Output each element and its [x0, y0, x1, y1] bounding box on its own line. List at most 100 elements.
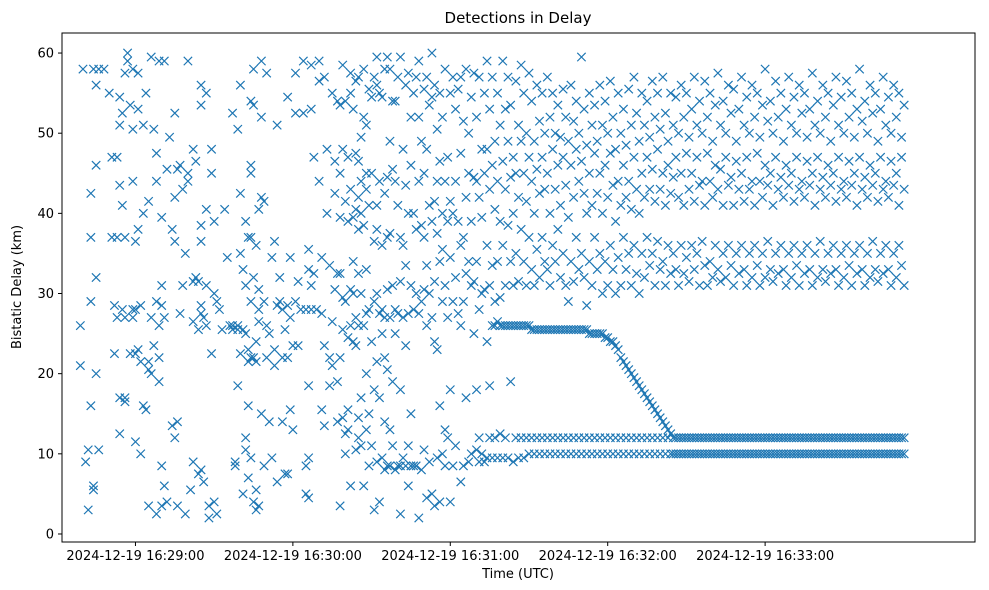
- data-point: [831, 264, 841, 275]
- data-point: [744, 128, 754, 138]
- data-point: [280, 324, 290, 335]
- data-point: [251, 505, 261, 515]
- data-point: [159, 481, 169, 491]
- data-point: [272, 120, 282, 130]
- data-point: [372, 80, 382, 90]
- data-point: [658, 168, 668, 178]
- data-point: [422, 493, 432, 503]
- data-point: [624, 176, 634, 186]
- data-point: [314, 76, 324, 86]
- data-point: [330, 188, 340, 198]
- data-point: [687, 104, 697, 114]
- data-point: [873, 196, 883, 206]
- data-point: [345, 88, 356, 98]
- data-point: [608, 180, 618, 190]
- data-point: [411, 288, 421, 299]
- data-point: [416, 296, 427, 307]
- data-point: [435, 401, 445, 411]
- data-point: [398, 312, 408, 323]
- data-point: [519, 256, 529, 267]
- data-point: [201, 88, 211, 98]
- data-point: [199, 477, 209, 487]
- data-point: [440, 280, 450, 291]
- data-point: [306, 280, 316, 291]
- data-point: [115, 429, 125, 439]
- data-point: [702, 148, 713, 158]
- y-tick-label: 40: [37, 207, 54, 222]
- data-point: [524, 232, 534, 243]
- data-point: [891, 272, 901, 283]
- data-point: [235, 349, 246, 359]
- data-point: [303, 381, 314, 391]
- data-point: [424, 200, 434, 210]
- data-point: [896, 260, 907, 271]
- data-point: [167, 224, 177, 235]
- data-point: [608, 112, 618, 122]
- data-point: [597, 120, 608, 130]
- data-point: [340, 296, 350, 307]
- data-point: [243, 401, 253, 411]
- data-point: [886, 128, 896, 138]
- data-point: [870, 168, 880, 178]
- data-point: [254, 304, 264, 315]
- data-point: [760, 160, 770, 170]
- data-point: [319, 72, 329, 82]
- data-point: [345, 68, 356, 78]
- data-point: [595, 328, 605, 339]
- data-point: [757, 192, 768, 202]
- data-point: [269, 361, 280, 371]
- data-point: [547, 144, 558, 154]
- data-point: [450, 104, 461, 114]
- data-point: [692, 120, 702, 130]
- data-point: [757, 248, 768, 259]
- data-point: [689, 264, 699, 275]
- data-point: [277, 304, 288, 315]
- data-point: [401, 80, 411, 90]
- data-point: [464, 168, 474, 178]
- data-point: [385, 425, 395, 435]
- y-tick-label: 0: [46, 527, 54, 542]
- data-point: [201, 280, 211, 291]
- data-point: [403, 68, 413, 78]
- data-point: [642, 232, 652, 243]
- data-point: [443, 216, 453, 226]
- data-point: [689, 196, 699, 206]
- data-point: [529, 280, 539, 291]
- data-point: [485, 280, 495, 291]
- data-point: [773, 112, 783, 122]
- data-point: [159, 312, 169, 323]
- data-point: [749, 240, 760, 251]
- data-point: [860, 172, 870, 182]
- data-point: [332, 377, 343, 387]
- data-point: [791, 260, 802, 271]
- data-point: [870, 88, 880, 98]
- data-point: [603, 128, 613, 138]
- data-point: [130, 236, 141, 247]
- data-point: [875, 152, 886, 162]
- data-point: [739, 264, 749, 275]
- data-point: [112, 312, 122, 323]
- data-point: [540, 256, 550, 267]
- data-point: [631, 377, 642, 387]
- data-point: [479, 457, 490, 467]
- data-point: [196, 465, 206, 475]
- data-point: [655, 124, 665, 134]
- data-point: [356, 441, 366, 451]
- data-point: [618, 357, 629, 367]
- data-point: [637, 168, 647, 178]
- data-point: [372, 200, 382, 210]
- data-point: [852, 268, 862, 279]
- data-point: [183, 56, 193, 66]
- data-point: [335, 212, 345, 222]
- data-point: [650, 405, 660, 415]
- data-point: [390, 96, 400, 106]
- data-point: [324, 381, 335, 391]
- data-point: [899, 433, 909, 443]
- data-point: [786, 168, 796, 178]
- data-point: [597, 288, 608, 299]
- data-point: [351, 340, 361, 351]
- data-point: [553, 160, 563, 170]
- data-point: [401, 340, 411, 351]
- data-point: [450, 176, 461, 186]
- data-point: [647, 164, 657, 174]
